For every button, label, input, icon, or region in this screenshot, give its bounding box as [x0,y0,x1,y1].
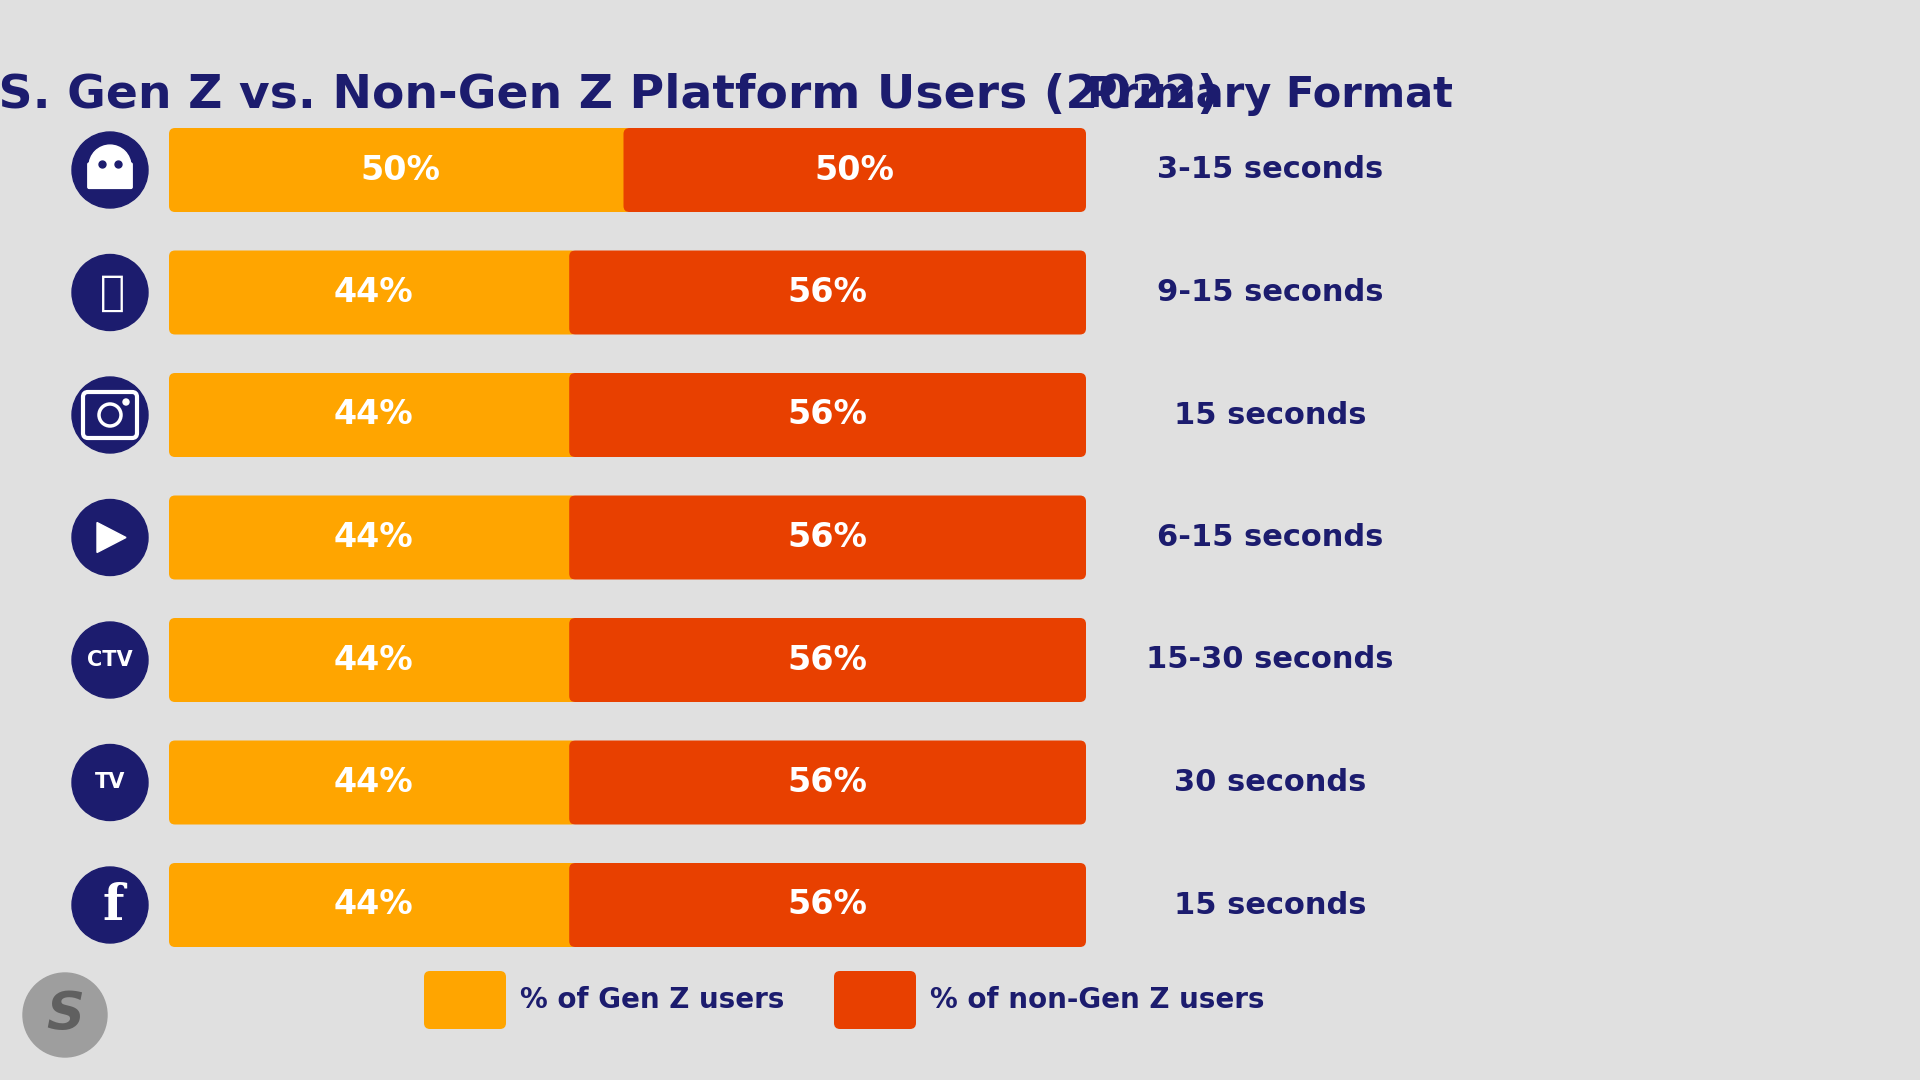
Circle shape [73,255,148,330]
Text: 15-30 seconds: 15-30 seconds [1146,646,1394,675]
Text: 9-15 seconds: 9-15 seconds [1156,278,1382,307]
Text: 6-15 seconds: 6-15 seconds [1158,523,1382,552]
Circle shape [73,132,148,208]
FancyBboxPatch shape [169,129,632,212]
FancyBboxPatch shape [169,496,578,580]
FancyBboxPatch shape [10,10,1910,1070]
FancyBboxPatch shape [568,496,1087,580]
Text: % of non-Gen Z users: % of non-Gen Z users [929,986,1265,1014]
Text: 44%: 44% [334,766,413,799]
FancyBboxPatch shape [424,971,507,1029]
Text: U.S. Gen Z vs. Non-Gen Z Platform Users (2022): U.S. Gen Z vs. Non-Gen Z Platform Users … [0,72,1219,118]
Text: 44%: 44% [334,399,413,432]
FancyBboxPatch shape [568,618,1087,702]
Circle shape [73,622,148,698]
Text: 56%: 56% [787,766,868,799]
Text: 30 seconds: 30 seconds [1173,768,1367,797]
Circle shape [123,399,129,405]
Circle shape [73,377,148,453]
FancyBboxPatch shape [169,863,578,947]
FancyBboxPatch shape [169,741,578,824]
Circle shape [73,744,148,821]
FancyBboxPatch shape [568,741,1087,824]
Text: 15 seconds: 15 seconds [1173,401,1367,430]
FancyBboxPatch shape [169,373,578,457]
Circle shape [73,499,148,576]
Text: 3-15 seconds: 3-15 seconds [1158,156,1382,185]
FancyBboxPatch shape [169,251,578,335]
Text: 44%: 44% [334,276,413,309]
Text: TV: TV [94,772,125,793]
Text: % of Gen Z users: % of Gen Z users [520,986,785,1014]
Circle shape [73,867,148,943]
FancyBboxPatch shape [568,863,1087,947]
Text: 56%: 56% [787,276,868,309]
Circle shape [88,145,131,187]
Polygon shape [98,523,127,553]
FancyBboxPatch shape [568,251,1087,335]
Text: CTV: CTV [86,650,132,670]
FancyBboxPatch shape [86,162,132,189]
FancyBboxPatch shape [833,971,916,1029]
FancyBboxPatch shape [624,129,1087,212]
Circle shape [23,973,108,1057]
Text: 44%: 44% [334,889,413,921]
Text: 56%: 56% [787,399,868,432]
Text: 𝄞: 𝄞 [100,271,125,313]
Text: S: S [46,989,84,1041]
FancyBboxPatch shape [568,373,1087,457]
FancyBboxPatch shape [169,618,578,702]
Text: 56%: 56% [787,644,868,676]
Text: 50%: 50% [361,153,440,187]
Text: 50%: 50% [814,153,895,187]
Text: f: f [102,881,123,931]
Text: 56%: 56% [787,521,868,554]
Text: 44%: 44% [334,521,413,554]
Text: 15 seconds: 15 seconds [1173,891,1367,919]
Text: 56%: 56% [787,889,868,921]
Text: Primary Format: Primary Format [1087,75,1453,116]
Text: 44%: 44% [334,644,413,676]
